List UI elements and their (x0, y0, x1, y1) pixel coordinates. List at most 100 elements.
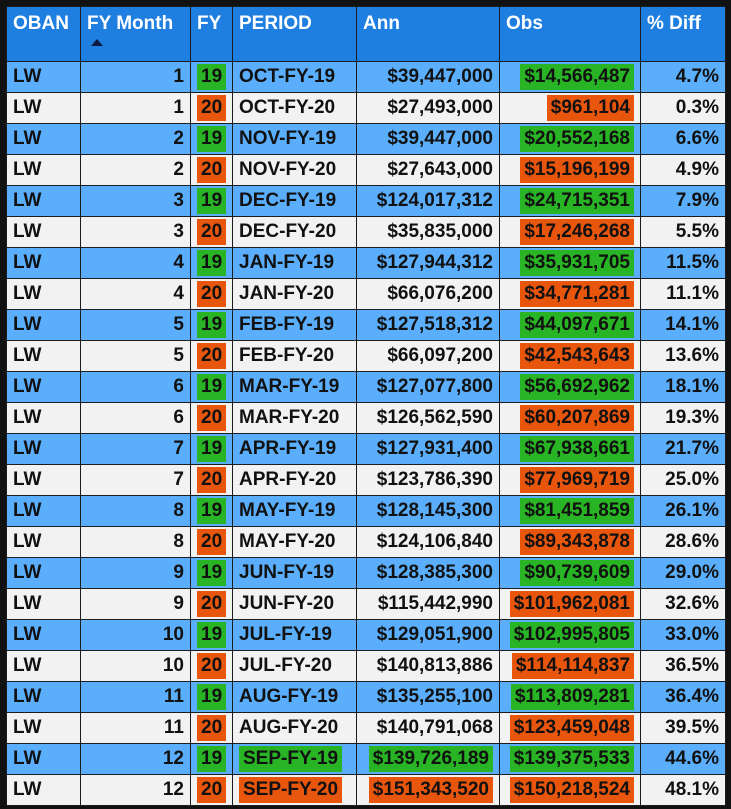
ann-text: $35,835,000 (387, 221, 493, 242)
ann-text: $115,442,990 (377, 593, 493, 614)
cell-pct-diff: 19.3% (640, 402, 726, 434)
table-row[interactable]: LW 12 20 SEP-FY-20 $151,343,520 $150,218,524 4… (6, 774, 726, 806)
table-row[interactable]: LW 8 20 MAY-FY-20 $124,106,840 $89,343,878 28.… (6, 526, 726, 558)
period-text: MAR-FY-19 (239, 376, 340, 397)
cell-obs: $20,552,168 (499, 123, 641, 155)
cell-pct-diff: 14.1% (640, 309, 726, 341)
period-text: MAR-FY-20 (239, 407, 340, 428)
cell-ann: $115,442,990 (356, 588, 500, 620)
cell-fy-month: 8 (80, 526, 191, 558)
table-row[interactable]: LW 7 20 APR-FY-20 $123,786,390 $77,969,719 25.… (6, 464, 726, 496)
cell-oban: LW (6, 340, 81, 372)
cell-oban: LW (6, 309, 81, 341)
table-row[interactable]: LW 12 19 SEP-FY-19 $139,726,189 $139,375,533 4… (6, 743, 726, 775)
cell-ann: $139,726,189 (356, 743, 500, 775)
cell-pct-diff: 4.7% (640, 61, 726, 93)
table-row[interactable]: LW 2 19 NOV-FY-19 $39,447,000 $20,552,168 6.6% (6, 123, 726, 155)
table-row[interactable]: LW 10 19 JUL-FY-19 $129,051,900 $102,995,805 3… (6, 619, 726, 651)
ann-text: $39,447,000 (387, 66, 493, 87)
table-row[interactable]: LW 3 19 DEC-FY-19 $124,017,312 $24,715,351 7.9… (6, 185, 726, 217)
table-row[interactable]: LW 8 19 MAY-FY-19 $128,145,300 $81,451,859 26.… (6, 495, 726, 527)
ann-text: $127,518,312 (376, 314, 493, 335)
cell-ann: $140,813,886 (356, 650, 500, 682)
column-header-fy-month[interactable]: FY Month (80, 6, 191, 62)
cell-obs: $34,771,281 (499, 278, 641, 310)
column-header-period[interactable]: PERIOD (232, 6, 357, 62)
cell-pct-diff: 32.6% (640, 588, 726, 620)
obs-highlight: $150,218,524 (509, 777, 634, 803)
table-row[interactable]: LW 11 19 AUG-FY-19 $135,255,100 $113,809,281 3… (6, 681, 726, 713)
cell-fy: 19 (190, 681, 233, 713)
period-text: FEB-FY-20 (239, 345, 335, 366)
ann-text: $140,791,068 (376, 717, 493, 738)
table-row[interactable]: LW 10 20 JUL-FY-20 $140,813,886 $114,114,837 3… (6, 650, 726, 682)
cell-obs: $90,739,609 (499, 557, 641, 589)
period-text: AUG-FY-20 (239, 717, 339, 738)
obs-highlight: $113,809,281 (510, 684, 634, 710)
obs-highlight: $139,375,533 (509, 746, 634, 772)
fy-highlight: 20 (197, 529, 227, 555)
cell-fy: 19 (190, 371, 233, 403)
obs-highlight: $67,938,661 (520, 436, 634, 462)
cell-oban: LW (6, 650, 81, 682)
table-row[interactable]: LW 9 19 JUN-FY-19 $128,385,300 $90,739,609 29.… (6, 557, 726, 589)
table-row[interactable]: LW 1 19 OCT-FY-19 $39,447,000 $14,566,487 4.7% (6, 61, 726, 93)
period-text: AUG-FY-19 (239, 686, 339, 707)
table-row[interactable]: LW 5 19 FEB-FY-19 $127,518,312 $44,097,671 14.… (6, 309, 726, 341)
ann-text: $66,097,200 (387, 345, 493, 366)
cell-pct-diff: 13.6% (640, 340, 726, 372)
column-header-fy[interactable]: FY (190, 6, 233, 62)
cell-fy-month: 5 (80, 309, 191, 341)
table-row[interactable]: LW 6 19 MAR-FY-19 $127,077,800 $56,692,962 18.… (6, 371, 726, 403)
ann-text: $27,493,000 (387, 97, 493, 118)
cell-period: OCT-FY-19 (232, 61, 357, 93)
table-row[interactable]: LW 11 20 AUG-FY-20 $140,791,068 $123,459,048 3… (6, 712, 726, 744)
column-header-oban[interactable]: OBAN (6, 6, 81, 62)
cell-oban: LW (6, 402, 81, 434)
cell-obs: $15,196,199 (499, 154, 641, 186)
cell-fy-month: 7 (80, 433, 191, 465)
cell-oban: LW (6, 61, 81, 93)
cell-fy: 20 (190, 278, 233, 310)
period-text: DEC-FY-20 (239, 221, 337, 242)
sort-ascending-icon (91, 39, 103, 46)
cell-oban: LW (6, 495, 81, 527)
table-row[interactable]: LW 6 20 MAR-FY-20 $126,562,590 $60,207,869 19.… (6, 402, 726, 434)
cell-ann: $128,145,300 (356, 495, 500, 527)
table-row[interactable]: LW 3 20 DEC-FY-20 $35,835,000 $17,246,268 5.5% (6, 216, 726, 248)
cell-oban: LW (6, 278, 81, 310)
cell-period: FEB-FY-20 (232, 340, 357, 372)
cell-period: APR-FY-19 (232, 433, 357, 465)
table-frame: OBAN FY Month FY PERIOD Ann Obs % Diff L… (6, 6, 726, 806)
cell-fy-month: 1 (80, 92, 191, 124)
column-header-obs[interactable]: Obs (499, 6, 641, 62)
table-row[interactable]: LW 4 19 JAN-FY-19 $127,944,312 $35,931,705 11.… (6, 247, 726, 279)
ann-text: $129,051,900 (376, 624, 493, 645)
cell-fy-month: 11 (80, 712, 191, 744)
cell-oban: LW (6, 154, 81, 186)
cell-period: JAN-FY-19 (232, 247, 357, 279)
cell-obs: $961,104 (499, 92, 641, 124)
table-row[interactable]: LW 4 20 JAN-FY-20 $66,076,200 $34,771,281 11.1… (6, 278, 726, 310)
table-row[interactable]: LW 2 20 NOV-FY-20 $27,643,000 $15,196,199 4.9% (6, 154, 726, 186)
table-row[interactable]: LW 1 20 OCT-FY-20 $27,493,000 $961,104 0.3% (6, 92, 726, 124)
column-header-pct-diff[interactable]: % Diff (640, 6, 726, 62)
cell-period: NOV-FY-20 (232, 154, 357, 186)
cell-ann: $39,447,000 (356, 61, 500, 93)
obs-highlight: $77,969,719 (520, 467, 634, 493)
cell-pct-diff: 11.5% (640, 247, 726, 279)
cell-ann: $127,518,312 (356, 309, 500, 341)
table-row[interactable]: LW 7 19 APR-FY-19 $127,931,400 $67,938,661 21.… (6, 433, 726, 465)
obs-highlight: $60,207,869 (520, 405, 634, 431)
obs-highlight: $961,104 (546, 95, 634, 121)
column-header-ann[interactable]: Ann (356, 6, 500, 62)
cell-obs: $17,246,268 (499, 216, 641, 248)
cell-fy: 20 (190, 92, 233, 124)
table-row[interactable]: LW 9 20 JUN-FY-20 $115,442,990 $101,962,081 32… (6, 588, 726, 620)
obs-highlight: $44,097,671 (520, 312, 634, 338)
ann-text: $27,643,000 (387, 159, 493, 180)
table-row[interactable]: LW 5 20 FEB-FY-20 $66,097,200 $42,543,643 13.6… (6, 340, 726, 372)
cell-pct-diff: 28.6% (640, 526, 726, 558)
fy-highlight: 19 (197, 746, 227, 772)
fy-highlight: 20 (197, 281, 227, 307)
